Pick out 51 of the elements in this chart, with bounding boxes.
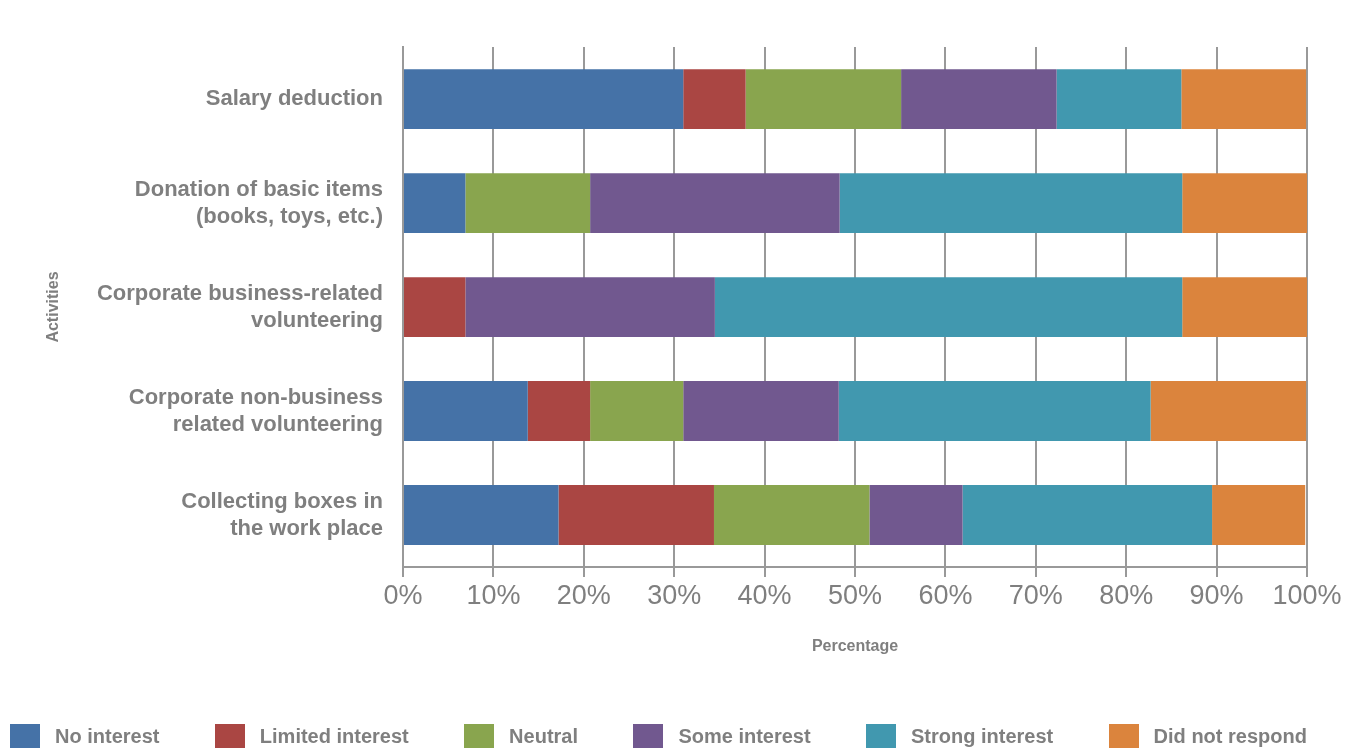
bar (404, 69, 684, 129)
bar (1212, 485, 1306, 545)
legend-label: Limited interest (259, 724, 409, 748)
bar (714, 277, 1183, 337)
y-tick-label: Corporate business-related volunteering (96, 279, 383, 332)
legend-label: Did not respond (1153, 724, 1307, 748)
bar (962, 485, 1213, 545)
bar (1182, 277, 1307, 337)
bar (558, 485, 714, 545)
bar (1150, 381, 1307, 441)
bar (527, 381, 591, 441)
x-tick-label: 60% (918, 579, 973, 610)
x-tick-label: 30% (647, 579, 702, 610)
bar (465, 277, 715, 337)
x-tick-label: 20% (556, 579, 611, 610)
y-tick-label: Collecting boxes in the work place (181, 487, 383, 540)
bar (869, 485, 963, 545)
bar (901, 69, 1057, 129)
y-tick-label: Donation of basic items (books, toys, etc.) (134, 175, 383, 228)
x-tick-label: 50% (827, 579, 883, 610)
y-tick-label: Salary deduction (205, 85, 383, 111)
bar (404, 173, 466, 233)
x-tick-label: 70% (1008, 579, 1063, 610)
y-tick-label: Corporate non-business related volunteering (128, 383, 383, 436)
bar (839, 173, 1183, 233)
bar (1056, 69, 1182, 129)
legend-label: Strong interest (911, 724, 1054, 748)
x-tick-label: 40% (737, 579, 792, 610)
bar (745, 69, 902, 129)
bar (1182, 173, 1307, 233)
x-tick-label: 90% (1189, 579, 1244, 610)
bar (404, 485, 559, 545)
legend-label: Neutral (509, 724, 579, 748)
legend-label: Some interest (678, 724, 811, 748)
bar (465, 173, 591, 233)
bar (590, 173, 840, 233)
x-tick-label: 80% (1099, 579, 1154, 610)
x-axis-title: Percentage (811, 636, 899, 654)
x-tick-label: 100% (1272, 579, 1342, 610)
bar (404, 277, 466, 337)
bar (1181, 69, 1307, 129)
x-tick-label: 10% (466, 579, 521, 610)
bar (404, 381, 528, 441)
bar (683, 381, 839, 441)
y-axis-title: Activities (44, 271, 62, 343)
legend-label: No interest (55, 724, 160, 748)
bar (590, 381, 684, 441)
bar (683, 69, 746, 129)
x-tick-label: 0% (383, 579, 423, 610)
bar (713, 485, 870, 545)
bar (838, 381, 1151, 441)
